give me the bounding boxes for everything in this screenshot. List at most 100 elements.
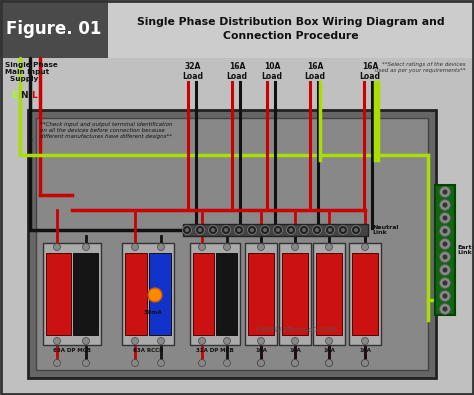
Bar — [125, 253, 147, 335]
Circle shape — [328, 228, 332, 232]
Circle shape — [131, 359, 138, 367]
Circle shape — [354, 228, 358, 232]
Text: 32A DP MCB: 32A DP MCB — [196, 348, 234, 353]
Circle shape — [439, 278, 450, 288]
Circle shape — [443, 280, 447, 286]
Circle shape — [131, 243, 138, 250]
Text: Single Phase Distribution Box Wiring Diagram and
Connection Procedure: Single Phase Distribution Box Wiring Dia… — [137, 17, 445, 41]
Text: Earth
Link: Earth Link — [457, 245, 474, 256]
Circle shape — [362, 243, 368, 250]
Circle shape — [362, 359, 368, 367]
Text: L: L — [31, 92, 37, 100]
Circle shape — [326, 359, 332, 367]
Bar — [190, 243, 240, 345]
Text: 63A DP MCB: 63A DP MCB — [53, 348, 91, 353]
Bar — [193, 253, 214, 335]
Text: **Check input and output terminal identification
on all the devices before conne: **Check input and output terminal identi… — [40, 122, 173, 139]
Circle shape — [292, 359, 299, 367]
Circle shape — [292, 243, 299, 250]
Circle shape — [82, 243, 90, 250]
Text: 16A
Load: 16A Load — [304, 62, 326, 81]
Circle shape — [443, 267, 447, 273]
Circle shape — [235, 226, 244, 235]
Circle shape — [224, 228, 228, 232]
Bar — [248, 253, 274, 335]
Circle shape — [131, 337, 138, 344]
Circle shape — [292, 359, 299, 367]
Text: Figure. 01: Figure. 01 — [6, 20, 102, 38]
Circle shape — [312, 226, 321, 235]
Circle shape — [157, 337, 164, 344]
Circle shape — [326, 337, 332, 344]
Circle shape — [261, 226, 270, 235]
Bar — [108, 0, 474, 58]
Circle shape — [82, 337, 90, 344]
Circle shape — [315, 228, 319, 232]
Circle shape — [263, 228, 267, 232]
Circle shape — [362, 337, 368, 344]
Circle shape — [286, 226, 295, 235]
Circle shape — [199, 359, 206, 367]
Circle shape — [237, 228, 241, 232]
Circle shape — [195, 226, 204, 235]
Circle shape — [338, 226, 347, 235]
Circle shape — [326, 359, 332, 367]
Circle shape — [443, 241, 447, 246]
Bar — [279, 243, 311, 345]
Circle shape — [273, 226, 283, 235]
Text: 10A: 10A — [289, 348, 301, 353]
Circle shape — [224, 337, 230, 344]
Text: E: E — [11, 92, 17, 100]
Bar — [435, 185, 455, 315]
Circle shape — [182, 226, 191, 235]
Circle shape — [257, 359, 264, 367]
Circle shape — [289, 228, 293, 232]
Bar — [122, 243, 174, 345]
Text: 16A
Load: 16A Load — [227, 62, 247, 81]
Bar — [349, 243, 381, 345]
Circle shape — [302, 228, 306, 232]
Circle shape — [443, 307, 447, 312]
Bar — [282, 253, 308, 335]
Circle shape — [221, 226, 230, 235]
Text: Single Phase
Main Input
  Supply: Single Phase Main Input Supply — [5, 62, 58, 82]
Text: N: N — [20, 92, 28, 100]
Bar — [28, 110, 436, 378]
Circle shape — [199, 337, 206, 344]
Circle shape — [439, 239, 450, 250]
Text: 16A: 16A — [359, 348, 371, 353]
Circle shape — [199, 243, 206, 250]
Circle shape — [211, 228, 215, 232]
Circle shape — [54, 337, 61, 344]
Circle shape — [250, 228, 254, 232]
Bar — [316, 253, 342, 335]
Circle shape — [209, 226, 218, 235]
Circle shape — [362, 359, 368, 367]
Text: 16A: 16A — [323, 348, 335, 353]
Circle shape — [439, 213, 450, 224]
Bar — [352, 253, 378, 335]
Circle shape — [443, 203, 447, 207]
Circle shape — [292, 337, 299, 344]
Circle shape — [443, 216, 447, 220]
Circle shape — [326, 226, 335, 235]
Bar — [183, 224, 368, 236]
Circle shape — [54, 359, 61, 367]
Text: 10A
Load: 10A Load — [262, 62, 283, 81]
Circle shape — [276, 228, 280, 232]
Text: Neutral
Link: Neutral Link — [372, 225, 399, 235]
Bar — [149, 253, 171, 335]
Text: **Select ratings of the devices
used as per your requirements**: **Select ratings of the devices used as … — [375, 62, 466, 73]
Bar — [43, 243, 101, 345]
Circle shape — [185, 228, 189, 232]
Circle shape — [257, 359, 264, 367]
Circle shape — [341, 228, 345, 232]
Bar — [313, 243, 345, 345]
Circle shape — [148, 288, 162, 302]
Circle shape — [82, 359, 90, 367]
Bar — [46, 253, 71, 335]
Circle shape — [224, 359, 230, 367]
Bar — [216, 253, 237, 335]
Circle shape — [247, 226, 256, 235]
Circle shape — [443, 254, 447, 260]
